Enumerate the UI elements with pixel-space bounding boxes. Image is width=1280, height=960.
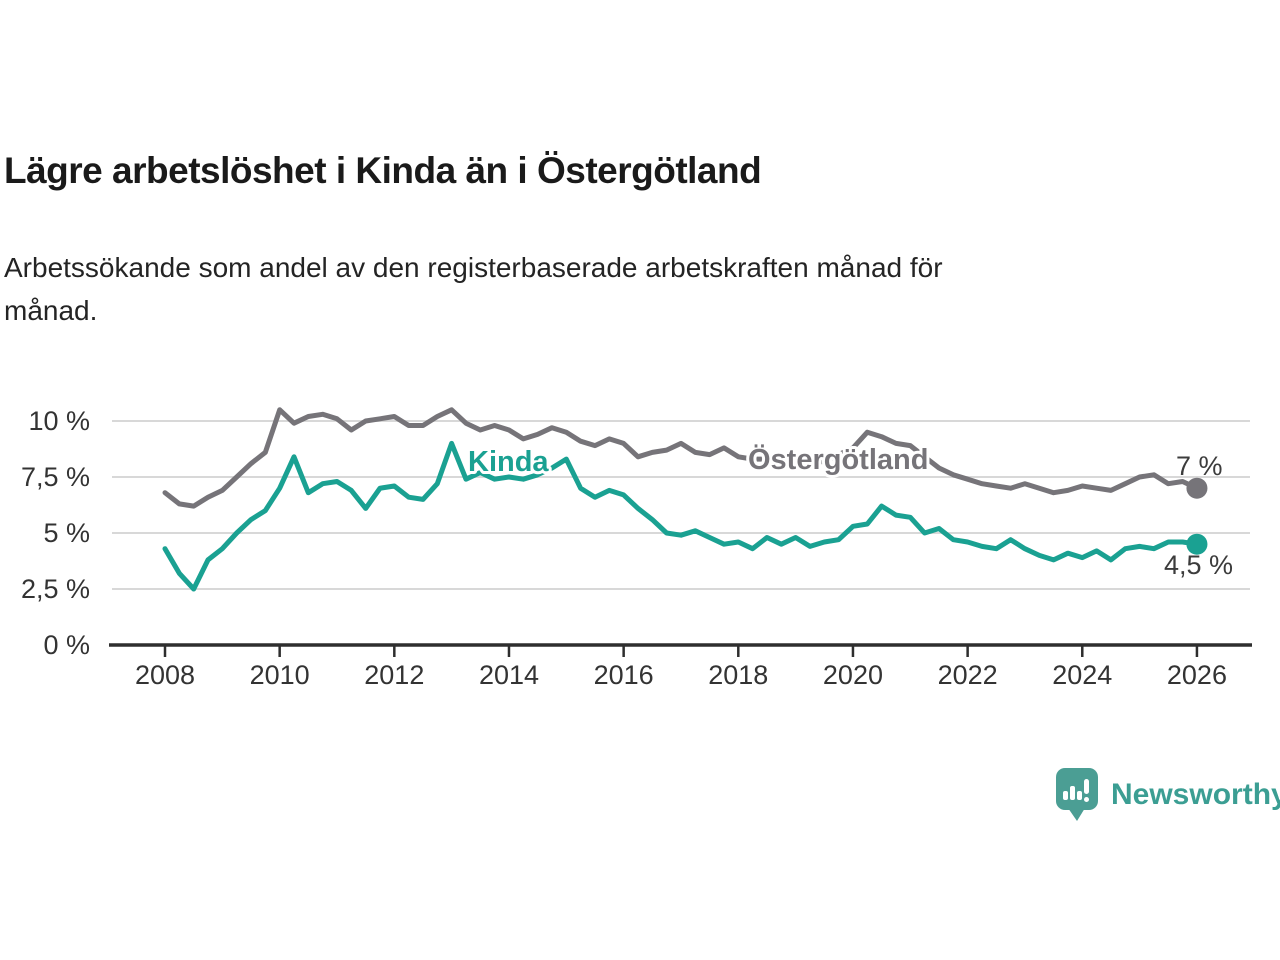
x-tick-label: 2012 (364, 660, 424, 690)
end-value-label-östergötland: 7 % (1176, 451, 1223, 481)
series-line-östergötland (162, 407, 1200, 509)
end-value-label-kinda: 4,5 % (1164, 550, 1233, 580)
series-label-östergötland: Östergötland (748, 443, 928, 476)
series-end-dot-kinda (1186, 533, 1208, 555)
x-tick-label: 2026 (1167, 660, 1227, 690)
chart-subtitle: Arbetssökande som andel av den registerb… (4, 252, 943, 327)
y-tick-label: 5 % (43, 518, 90, 548)
chart-title: Lägre arbetslöshet i Kinda än i Östergöt… (4, 150, 762, 191)
x-tick-label: 2020 (823, 660, 883, 690)
x-tick-label: 2016 (594, 660, 654, 690)
x-tick-label: 2010 (250, 660, 310, 690)
x-tick-label: 2008 (135, 660, 195, 690)
series-end-dot-östergötland (1186, 477, 1208, 499)
line-chart: 0 % 2,5 % 5 % 7,5 % 10 % 2008 2010 2012 2014 2016… (0, 390, 1280, 702)
y-tick-label: 2,5 % (21, 574, 90, 604)
y-tick-label: 10 % (28, 406, 90, 436)
y-tick-label: 0 % (43, 630, 90, 660)
x-tick-label: 2024 (1052, 660, 1112, 690)
line-chart-svg: 0 % 2,5 % 5 % 7,5 % 10 % 2008 2010 2012 2014 2016… (21, 406, 1252, 690)
series-label-kinda: Kinda (468, 446, 549, 478)
brand-footer: Newsworthy (1056, 768, 1280, 821)
brand-name: Newsworthy (1111, 777, 1280, 811)
y-tick-label: 7,5 % (21, 462, 90, 492)
newsworthy-logo-icon (1056, 768, 1098, 821)
series-line-kinda (162, 440, 1200, 592)
x-tick-label: 2018 (708, 660, 768, 690)
x-tick-label: 2014 (479, 660, 539, 690)
x-tick-label: 2022 (938, 660, 998, 690)
